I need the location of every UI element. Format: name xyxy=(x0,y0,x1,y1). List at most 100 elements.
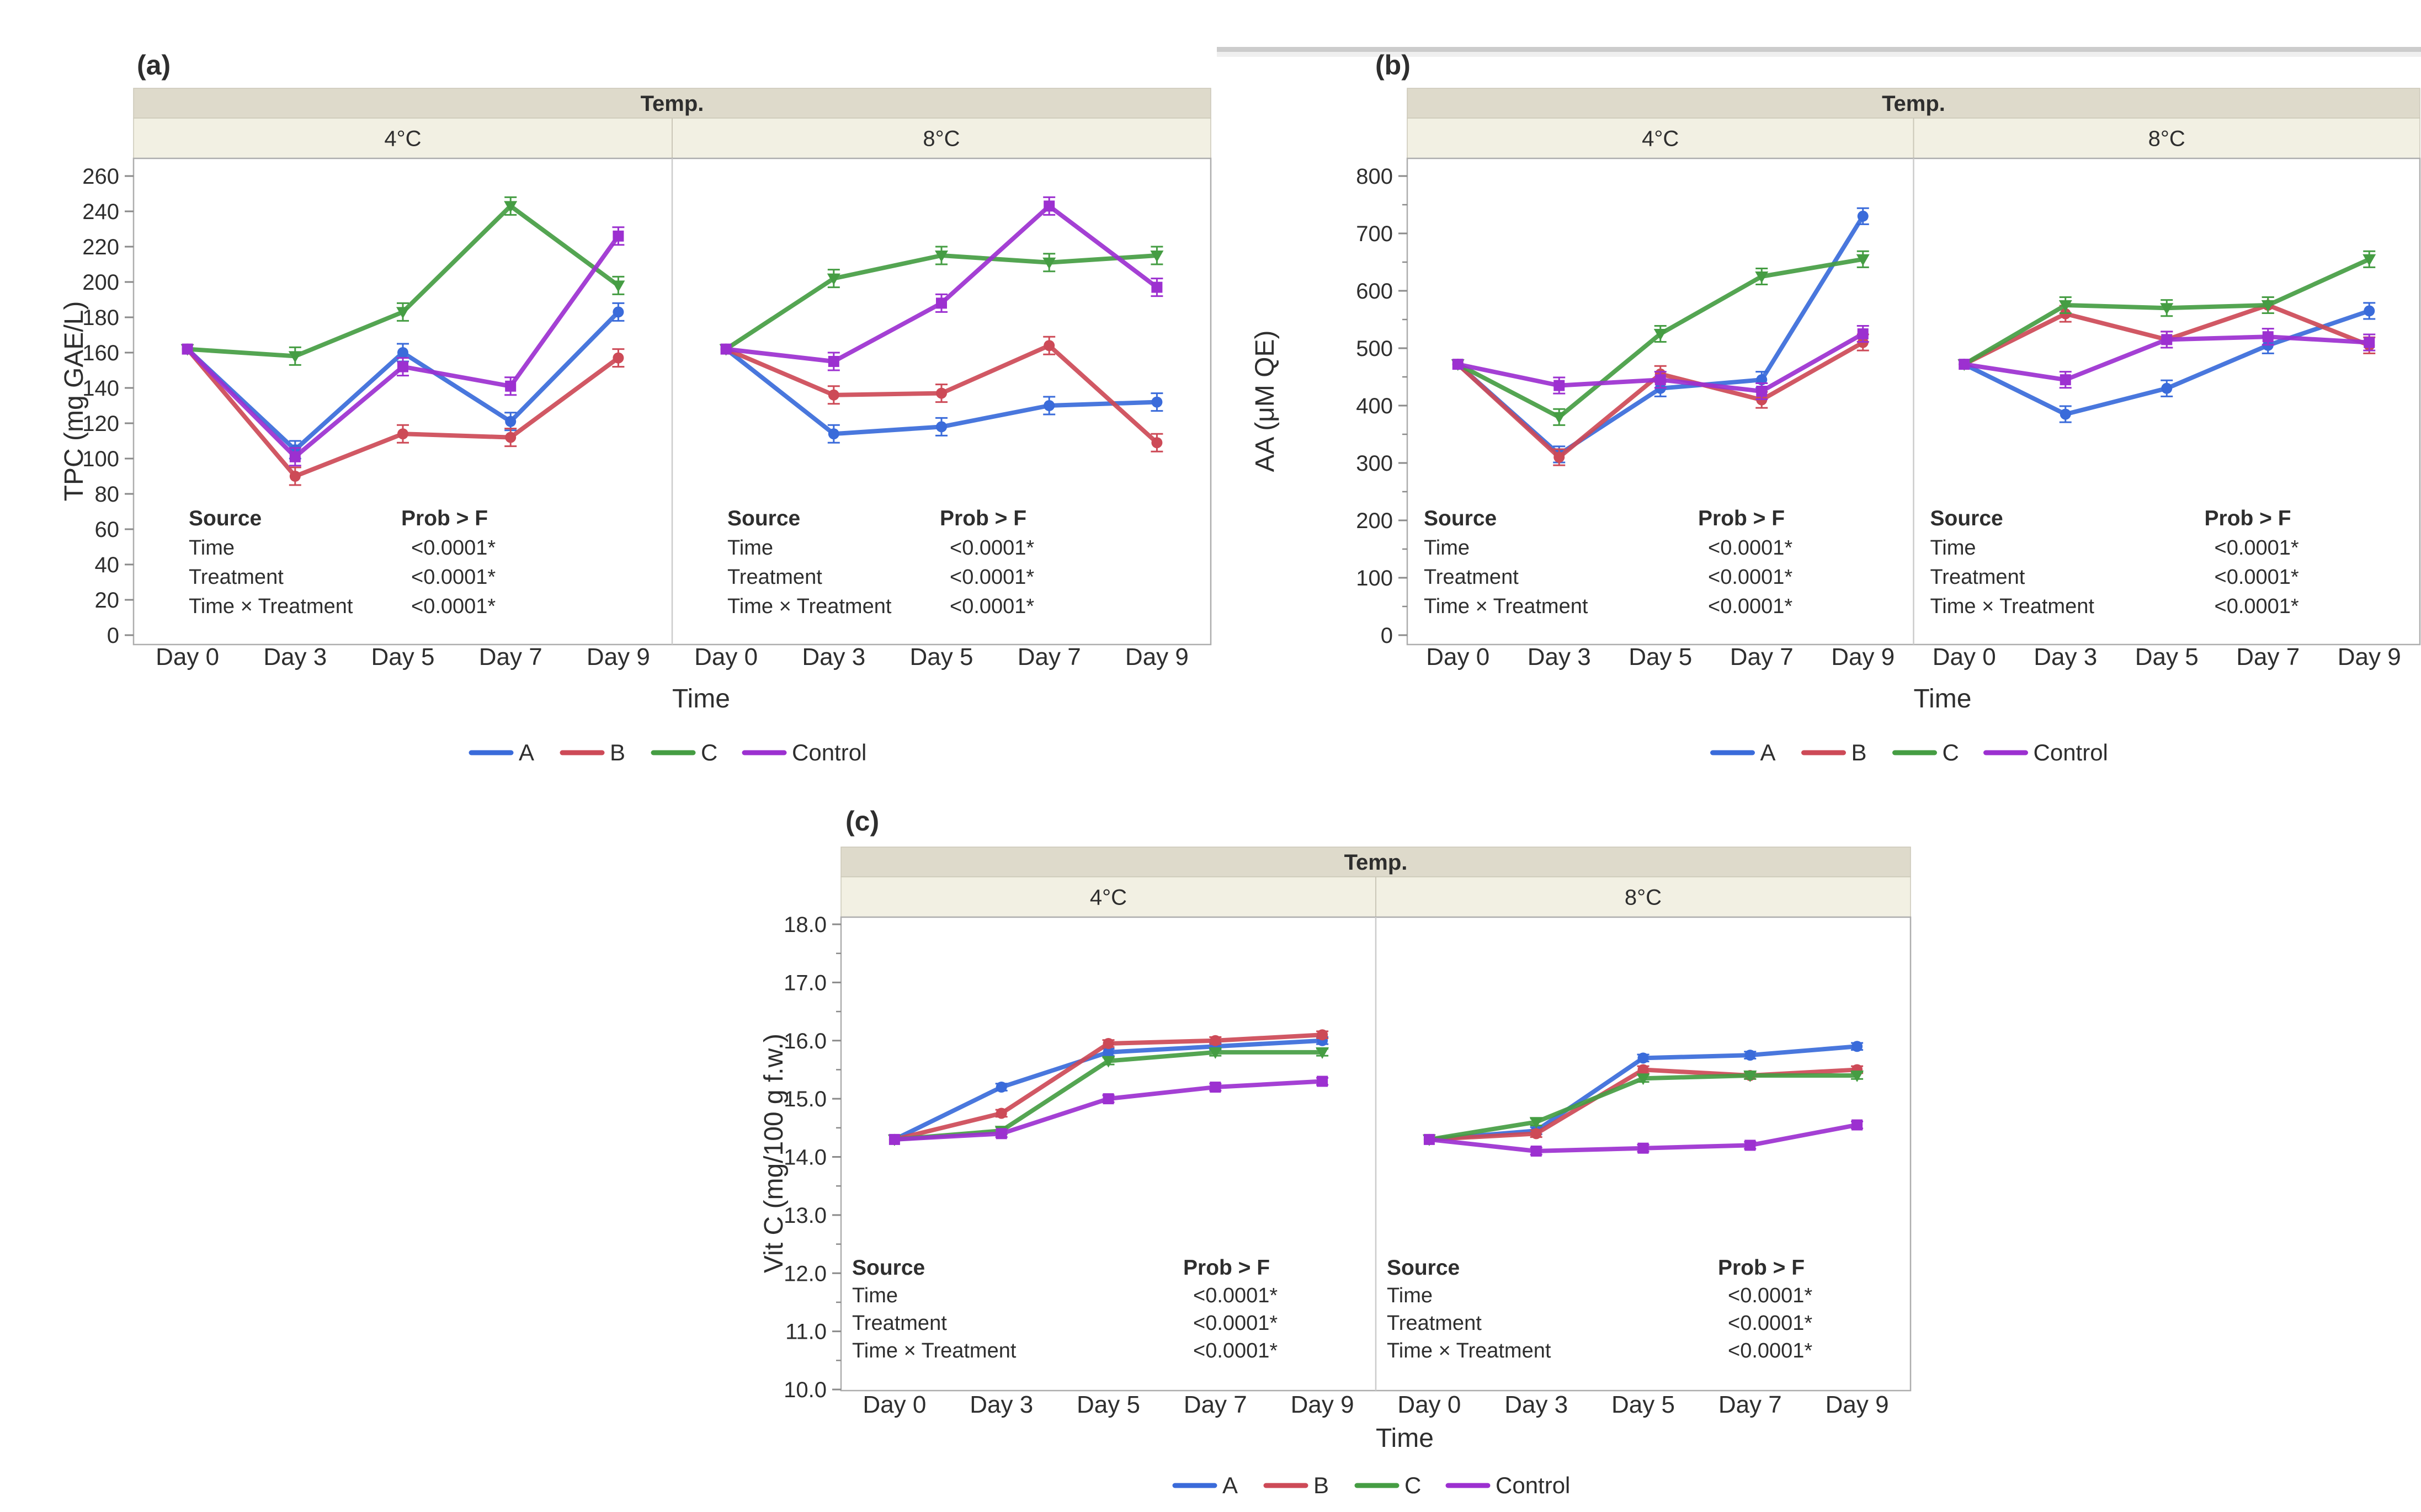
y-axis-title: TPC (mg GAE/L) xyxy=(60,301,89,502)
top-divider-bar xyxy=(1217,47,2421,52)
data-point-square xyxy=(1452,359,1464,370)
legend-label: C xyxy=(701,739,717,765)
data-point-triangle xyxy=(2160,303,2174,315)
strip-header xyxy=(133,88,1211,119)
x-tick-label: Day 5 xyxy=(1629,643,1692,670)
stats-source-cell: Treatment xyxy=(1930,566,2025,589)
x-tick-label: Day 3 xyxy=(970,1391,1033,1418)
facet-label: 4°C xyxy=(1642,127,1679,151)
series-Control xyxy=(720,196,1163,371)
stats-source-header: Source xyxy=(727,507,800,530)
series-B xyxy=(720,336,1163,452)
stats-source-cell: Time xyxy=(727,536,773,560)
stats-source-cell: Time xyxy=(189,536,235,560)
data-point-circle xyxy=(505,416,517,427)
legend: A B C Control xyxy=(1710,739,2108,765)
data-point-square xyxy=(1530,1145,1542,1157)
facet-label: 8°C xyxy=(2148,127,2185,151)
stats-source-cell: Treatment xyxy=(189,566,284,589)
data-point-triangle xyxy=(1653,329,1667,340)
stats-source-cell: Time xyxy=(1387,1284,1433,1307)
y-tick-label: 300 xyxy=(1356,451,1393,476)
data-point-triangle xyxy=(611,280,625,292)
legend-label: A xyxy=(1222,1472,1238,1498)
y-tick-label: 60 xyxy=(95,518,120,542)
data-point-triangle xyxy=(1042,257,1056,269)
data-point-circle xyxy=(996,1082,1007,1093)
facet-label: 4°C xyxy=(384,127,421,151)
x-tick-label: Day 5 xyxy=(1611,1391,1675,1418)
data-point-square xyxy=(1210,1082,1221,1093)
x-tick-label: Day 7 xyxy=(1730,643,1794,670)
data-point-circle xyxy=(1317,1029,1328,1041)
data-point-circle xyxy=(936,421,947,433)
data-point-triangle xyxy=(1636,1073,1650,1085)
data-point-square xyxy=(1151,281,1163,293)
data-point-triangle xyxy=(2058,300,2072,312)
x-tick-label: Day 0 xyxy=(863,1391,926,1418)
x-tick-label: Day 5 xyxy=(1077,1391,1140,1418)
series-C xyxy=(180,196,625,366)
facet-label: 8°C xyxy=(1625,886,1662,910)
x-axis-title: Time xyxy=(1376,1424,1434,1453)
stats-table: Source Prob > F Time <0.0001* Treatment <0.00… xyxy=(852,1256,1278,1362)
legend-label: B xyxy=(1313,1472,1329,1498)
legend-label: C xyxy=(1943,739,1959,765)
data-point-triangle xyxy=(1316,1047,1329,1059)
data-point-triangle xyxy=(1856,254,1870,266)
y-tick-label: 20 xyxy=(95,588,120,613)
strip-title: Temp. xyxy=(641,92,704,116)
legend: A B C Control xyxy=(1172,1472,1570,1498)
data-point-circle xyxy=(1851,1041,1863,1052)
data-point-square xyxy=(1637,1142,1649,1154)
y-tick-label: 400 xyxy=(1356,394,1393,418)
y-tick-label: 160 xyxy=(82,341,119,365)
data-point-square xyxy=(2262,331,2274,343)
data-point-circle xyxy=(828,389,839,401)
y-axis-title: AA (μM QE) xyxy=(1251,330,1280,472)
stats-source-cell: Treatment xyxy=(852,1312,947,1335)
x-tick-label: Day 0 xyxy=(1426,643,1489,670)
stats-prob-cell: <0.0001* xyxy=(411,566,496,589)
data-point-circle xyxy=(1530,1128,1542,1140)
y-tick-label: 10.0 xyxy=(784,1378,827,1402)
x-tick-label: Day 7 xyxy=(1184,1391,1247,1418)
data-point-square xyxy=(2364,337,2375,348)
top-divider-bar-fade xyxy=(1217,52,2421,57)
data-point-square xyxy=(182,343,193,355)
y-tick-label: 80 xyxy=(95,482,120,507)
data-point-square xyxy=(1756,386,1768,397)
panel-label: (a) xyxy=(137,50,171,81)
x-tick-label: Day 9 xyxy=(1831,643,1895,670)
stats-prob-cell: <0.0001* xyxy=(1728,1339,1812,1362)
data-point-circle xyxy=(1103,1046,1114,1058)
y-tick-label: 140 xyxy=(82,376,119,401)
data-point-triangle xyxy=(1552,412,1566,424)
x-axis-title: Time xyxy=(1914,684,1972,714)
stats-source-cell: Treatment xyxy=(727,566,822,589)
x-tick-label: Day 7 xyxy=(1018,643,1081,670)
data-point-square xyxy=(2161,334,2173,345)
x-tick-label: Day 5 xyxy=(2135,643,2199,670)
stats-prob-cell: <0.0001* xyxy=(1193,1339,1278,1362)
stats-source-header: Source xyxy=(1930,507,2003,530)
stats-prob-header: Prob > F xyxy=(1718,1256,1805,1280)
data-point-square xyxy=(1654,374,1666,386)
strip-title: Temp. xyxy=(1344,850,1408,875)
data-point-square xyxy=(1851,1119,1863,1131)
stats-prob-header: Prob > F xyxy=(2205,507,2291,530)
stats-source-cell: Time × Treatment xyxy=(1424,595,1588,618)
strip-header xyxy=(1407,88,2420,119)
data-point-circle xyxy=(828,428,839,440)
stats-prob-cell: <0.0001* xyxy=(1728,1312,1812,1335)
data-point-circle xyxy=(1151,437,1163,449)
x-tick-label: Day 0 xyxy=(1933,643,1996,670)
data-point-square xyxy=(1317,1076,1328,1087)
data-point-triangle xyxy=(1150,251,1164,262)
stats-source-cell: Time × Treatment xyxy=(1930,595,2095,618)
stats-table: Source Prob > F Time <0.0001* Treatment <0.00… xyxy=(189,507,496,618)
stats-prob-cell: <0.0001* xyxy=(950,566,1034,589)
data-point-square xyxy=(613,230,624,242)
data-point-square xyxy=(505,380,517,392)
